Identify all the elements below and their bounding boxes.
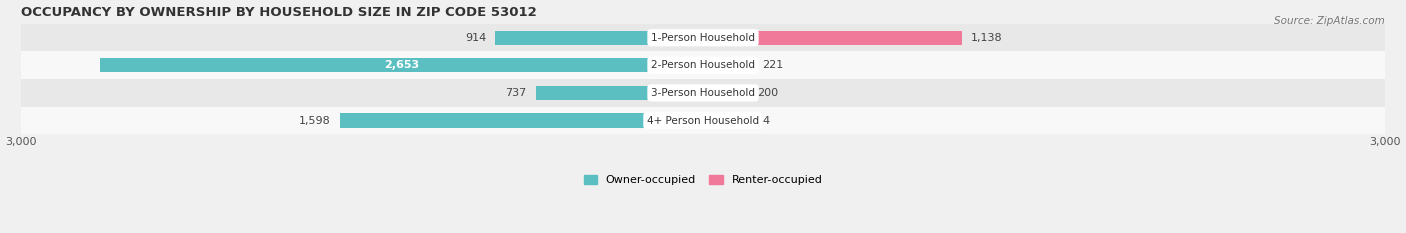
Text: 737: 737 — [505, 88, 526, 98]
Text: 914: 914 — [465, 33, 486, 43]
Bar — [536, 86, 703, 100]
Bar — [495, 31, 703, 45]
Text: 2,653: 2,653 — [384, 60, 419, 70]
Bar — [703, 113, 741, 128]
Bar — [21, 51, 1385, 79]
Text: OCCUPANCY BY OWNERSHIP BY HOUSEHOLD SIZE IN ZIP CODE 53012: OCCUPANCY BY OWNERSHIP BY HOUSEHOLD SIZE… — [21, 6, 537, 19]
Text: 3-Person Household: 3-Person Household — [651, 88, 755, 98]
Bar — [21, 107, 1385, 134]
Bar — [21, 79, 1385, 107]
Text: 1,138: 1,138 — [970, 33, 1002, 43]
Text: 221: 221 — [762, 60, 783, 70]
Text: 4+ Person Household: 4+ Person Household — [647, 116, 759, 126]
Text: 2-Person Household: 2-Person Household — [651, 60, 755, 70]
Bar — [703, 31, 962, 45]
Text: 1,598: 1,598 — [299, 116, 330, 126]
Text: 1-Person Household: 1-Person Household — [651, 33, 755, 43]
Bar — [340, 113, 703, 128]
Bar — [100, 58, 703, 72]
Bar — [703, 58, 754, 72]
Text: 200: 200 — [758, 88, 779, 98]
Bar — [21, 24, 1385, 51]
Text: 164: 164 — [749, 116, 770, 126]
Text: Source: ZipAtlas.com: Source: ZipAtlas.com — [1274, 16, 1385, 26]
Legend: Owner-occupied, Renter-occupied: Owner-occupied, Renter-occupied — [579, 170, 827, 189]
Bar — [703, 86, 748, 100]
